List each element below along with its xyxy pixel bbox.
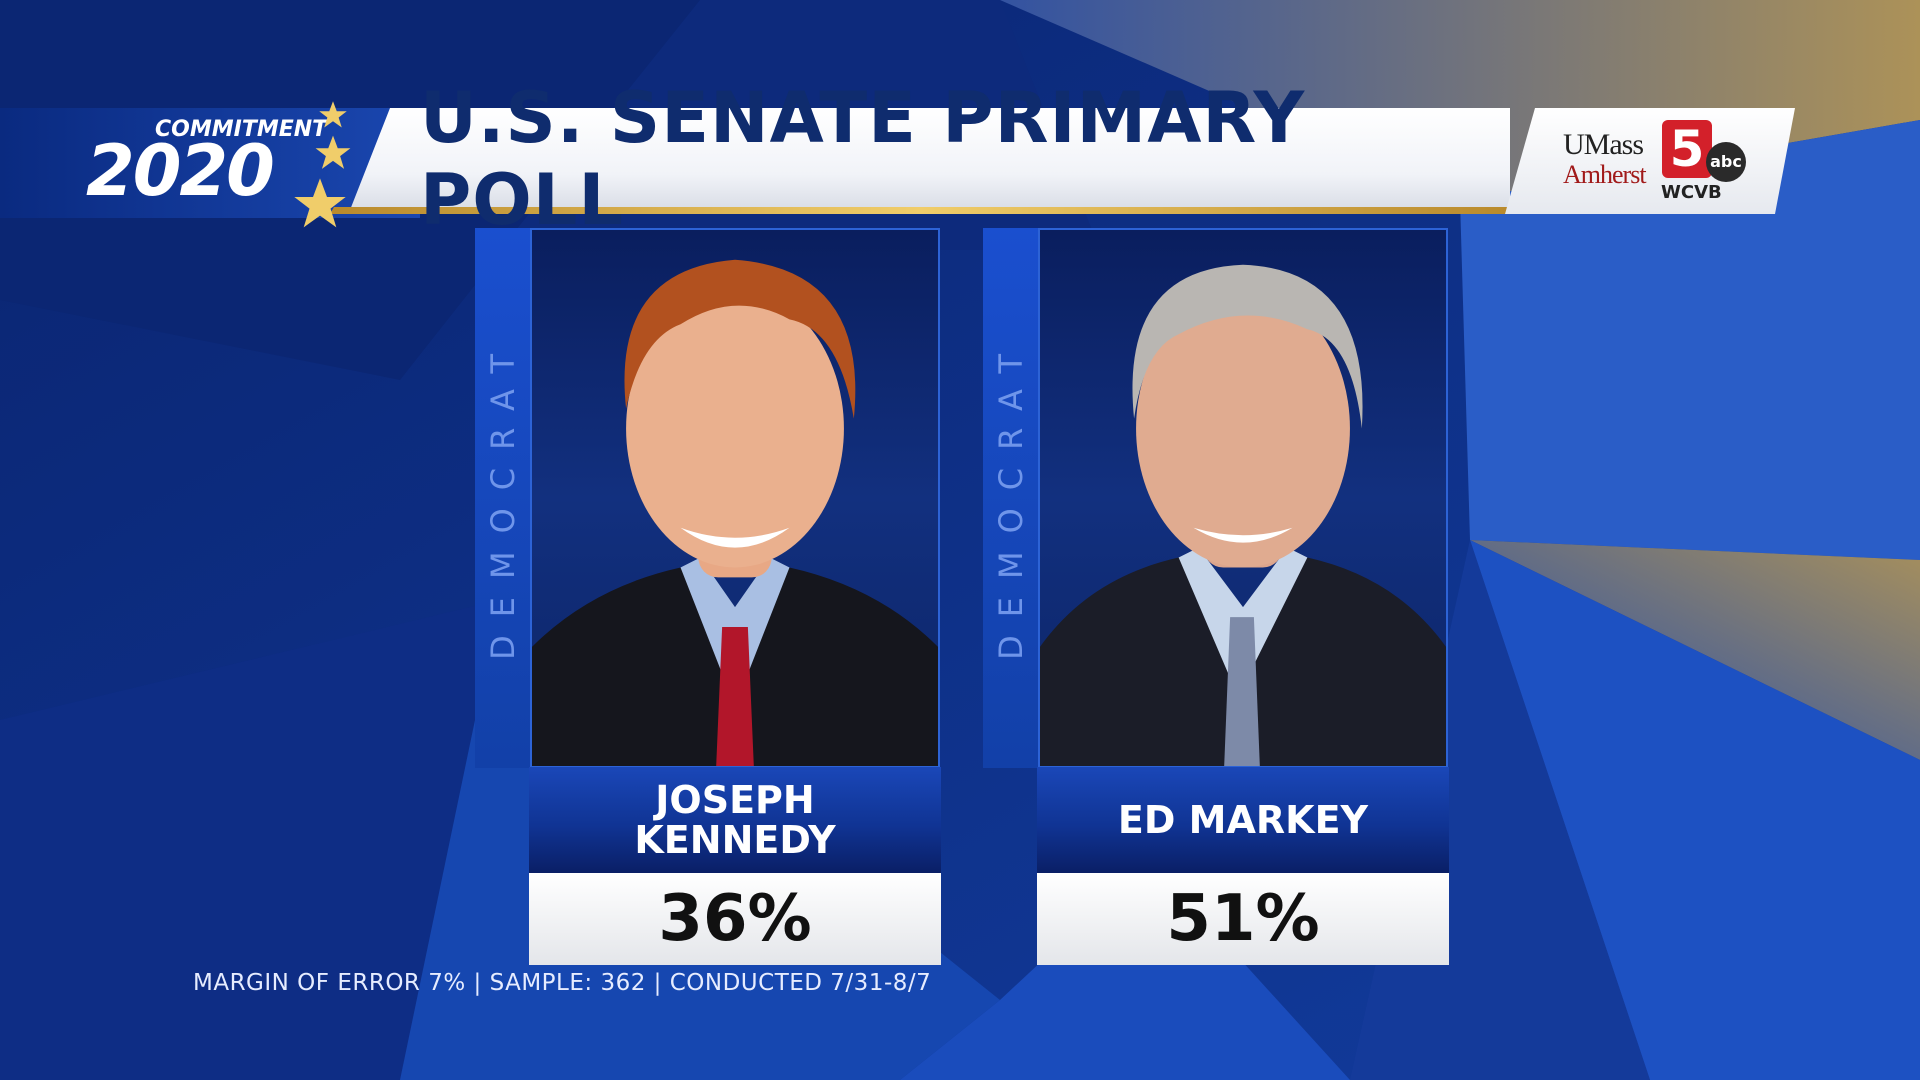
candidate-photo xyxy=(530,228,940,768)
star-icon xyxy=(294,178,346,228)
star-icon xyxy=(315,135,351,169)
poll-footnote: MARGIN OF ERROR 7% | SAMPLE: 362 | CONDU… xyxy=(193,970,932,996)
header-left-strip xyxy=(0,108,420,218)
logo-commitment-text: COMMITMENT xyxy=(155,117,328,142)
station-callsign: WCVB xyxy=(1661,182,1722,203)
party-label: DEMOCRAT xyxy=(991,336,1030,660)
candidate-percent: 36% xyxy=(529,873,941,965)
logo-year-text: 2020 xyxy=(86,130,275,212)
abc-logo: abc xyxy=(1706,142,1746,182)
party-label: DEMOCRAT xyxy=(483,336,522,660)
party-label-bar: DEMOCRAT xyxy=(983,228,1038,768)
candidate-name-line1: JOSEPH xyxy=(655,778,815,822)
party-label-bar: DEMOCRAT xyxy=(475,228,530,768)
candidate-name-box: JOSEPH KENNEDY xyxy=(529,767,941,873)
candidate-name-line1: ED MARKEY xyxy=(1117,798,1369,842)
star-icon xyxy=(319,101,347,128)
page-title: U.S. SENATE PRIMARY POLL xyxy=(420,77,1306,241)
umass-logo-line1: UMass xyxy=(1563,128,1644,161)
candidate-name-box: ED MARKEY xyxy=(1037,767,1449,873)
umass-logo-line2: Amherst xyxy=(1563,160,1647,189)
channel-5-logo: 5 xyxy=(1662,120,1712,178)
candidate-name-line2: KENNEDY xyxy=(634,818,836,862)
header-gold-rule xyxy=(330,207,1510,214)
candidate-percent: 51% xyxy=(1037,873,1449,965)
candidate-photo xyxy=(1038,228,1448,768)
header-banner xyxy=(350,108,1510,210)
sponsor-logo-panel xyxy=(1505,108,1795,214)
